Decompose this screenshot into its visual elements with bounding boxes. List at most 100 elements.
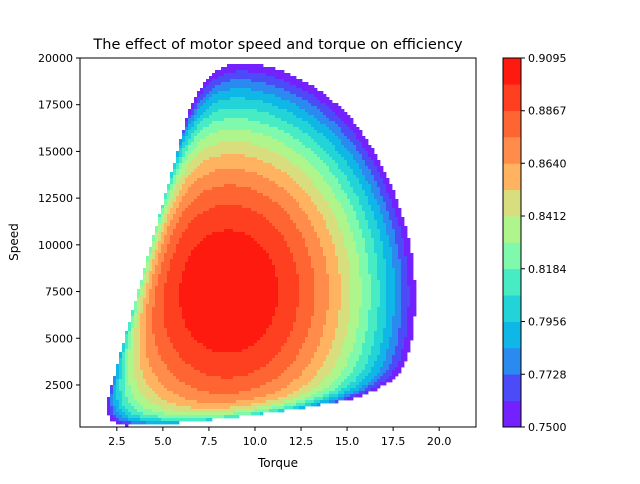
- contour-cell: [215, 370, 219, 374]
- contour-cell: [143, 280, 147, 284]
- contour-cell: [278, 232, 282, 236]
- contour-cell: [176, 304, 180, 308]
- contour-cell: [215, 346, 219, 350]
- contour-cell: [125, 340, 129, 344]
- contour-cell: [248, 64, 252, 68]
- contour-cell: [221, 274, 225, 278]
- contour-cell: [227, 361, 231, 365]
- contour-cell: [272, 382, 276, 386]
- contour-cell: [140, 397, 144, 401]
- contour-cell: [218, 235, 222, 239]
- contour-cell: [215, 181, 219, 185]
- contour-cell: [170, 265, 174, 269]
- contour-cell: [191, 361, 195, 365]
- contour-cell: [272, 73, 276, 77]
- contour-cell: [209, 328, 213, 332]
- contour-cell: [203, 166, 207, 170]
- contour-cell: [275, 109, 279, 113]
- contour-cell: [275, 217, 279, 221]
- contour-cell: [254, 412, 258, 416]
- contour-cell: [206, 226, 210, 230]
- contour-cell: [221, 154, 225, 158]
- contour-cell: [230, 385, 234, 389]
- contour-cell: [263, 370, 267, 374]
- contour-cell: [230, 124, 234, 128]
- contour-cell: [212, 298, 216, 302]
- contour-cell: [266, 106, 270, 110]
- contour-cell: [167, 298, 171, 302]
- contour-cell: [215, 193, 219, 197]
- contour-cell: [218, 244, 222, 248]
- contour-cell: [182, 205, 186, 209]
- contour-cell: [137, 361, 141, 365]
- contour-cell: [266, 229, 270, 233]
- contour-cell: [233, 103, 237, 107]
- contour-cell: [239, 238, 243, 242]
- contour-cell: [269, 88, 273, 92]
- contour-cell: [179, 220, 183, 224]
- contour-cell: [245, 64, 249, 68]
- contour-cell: [161, 412, 165, 416]
- contour-cell: [173, 223, 177, 227]
- contour-cell: [218, 157, 222, 161]
- contour-cell: [149, 412, 153, 416]
- contour-cell: [191, 187, 195, 191]
- contour-cell: [209, 220, 213, 224]
- contour-cell: [170, 214, 174, 218]
- contour-cell: [236, 223, 240, 227]
- contour-cell: [179, 244, 183, 248]
- contour-cell: [233, 274, 237, 278]
- contour-cell: [206, 280, 210, 284]
- contour-cell: [188, 325, 192, 329]
- contour-cell: [251, 181, 255, 185]
- contour-cell: [251, 64, 255, 68]
- contour-cell: [131, 364, 135, 368]
- contour-cell: [140, 364, 144, 368]
- contour-cell: [257, 106, 261, 110]
- contour-cell: [206, 259, 210, 263]
- contour-cell: [215, 295, 219, 299]
- contour-cell: [275, 142, 279, 146]
- contour-cell: [236, 358, 240, 362]
- contour-cell: [242, 268, 246, 272]
- contour-cell: [206, 241, 210, 245]
- contour-cell: [197, 127, 201, 131]
- contour-cell: [122, 367, 126, 371]
- contour-cell: [206, 397, 210, 401]
- contour-cell: [179, 382, 183, 386]
- contour-cell: [182, 346, 186, 350]
- contour-cell: [209, 187, 213, 191]
- contour-cell: [185, 349, 189, 353]
- contour-cell: [242, 412, 246, 416]
- contour-cell: [245, 178, 249, 182]
- contour-cell: [272, 259, 276, 263]
- contour-cell: [167, 244, 171, 248]
- contour-cell: [221, 184, 225, 188]
- contour-cell: [194, 232, 198, 236]
- contour-cell: [221, 385, 225, 389]
- contour-cell: [230, 103, 234, 107]
- contour-cell: [209, 325, 213, 329]
- contour-cell: [131, 370, 135, 374]
- contour-cell: [158, 304, 162, 308]
- contour-cell: [206, 271, 210, 275]
- contour-cell: [248, 148, 252, 152]
- contour-cell: [197, 394, 201, 398]
- contour-cell: [197, 352, 201, 356]
- contour-cell: [272, 244, 276, 248]
- contour-cell: [248, 103, 252, 107]
- contour-cell: [227, 115, 231, 119]
- contour-cell: [134, 346, 138, 350]
- contour-cell: [116, 382, 120, 386]
- contour-cell: [245, 289, 249, 293]
- contour-cell: [278, 166, 282, 170]
- contour-cell: [113, 397, 117, 401]
- contour-cell: [239, 226, 243, 230]
- contour-cell: [257, 274, 261, 278]
- contour-cell: [278, 229, 282, 233]
- contour-cell: [197, 97, 201, 101]
- contour-cell: [188, 265, 192, 269]
- contour-cell: [206, 385, 210, 389]
- contour-cell: [176, 217, 180, 221]
- contour-cell: [176, 202, 180, 206]
